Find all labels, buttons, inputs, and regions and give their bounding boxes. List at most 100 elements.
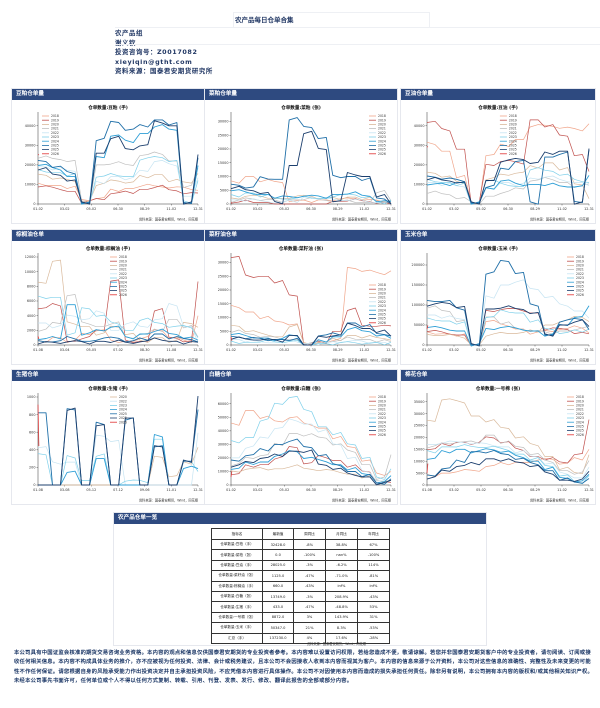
legend-label: 2021	[51, 127, 59, 131]
x-tick-label: 12-31	[584, 348, 594, 352]
y-tick-label: 10000	[218, 316, 229, 320]
meta-team: 农产品组	[115, 29, 143, 37]
y-tick-label: 60000	[218, 402, 229, 406]
legend-label: 2022	[119, 399, 127, 403]
chart-live-hog: 仓单数量:生猪 (手) 0 200 400 600 800 1000 01-08 03-08 05…	[27, 385, 203, 503]
value-cell: 433.0	[262, 601, 294, 613]
legend-label: 2025	[378, 313, 386, 317]
panel-title: 菜粕仓单量	[205, 89, 397, 100]
y-tick-label: 400	[29, 448, 35, 452]
x-tick-label: 09-06	[140, 488, 150, 492]
legend-label: 2019	[509, 118, 517, 122]
legend-label: 2026	[51, 152, 59, 156]
value-cell: 8872.0	[262, 611, 294, 624]
legend-label: 2023	[576, 416, 584, 420]
x-tick-label: 05-02	[86, 207, 96, 211]
legend-label: 2025	[378, 148, 386, 152]
y-tick-label: 25000	[218, 133, 229, 137]
legend-label: 2018	[51, 114, 59, 118]
meta-email[interactable]: xieyiqin@gtht.com	[115, 57, 193, 66]
x-tick-label: 05-02	[476, 207, 486, 211]
panel-summary-table: 农产品仓单一览 指标名 最新值 周同比 月同比 年同比 仓单数量:豆粕（手） 32…	[113, 512, 487, 646]
value-cell: -100%	[293, 549, 326, 561]
x-tick-label: 03-02	[449, 488, 459, 492]
y-tick-label: 15000	[414, 448, 425, 452]
source-note: 资料来源：国泰君安期货，Wind，同花顺	[139, 358, 199, 363]
y-tick-label: 0	[226, 343, 228, 347]
table-row: 汇总（手） 137230.0 4% 17.6% -28%	[211, 632, 390, 644]
x-tick-label: 01-02	[226, 488, 236, 492]
chart-title: 仓单数量:菜籽油 (张)	[279, 245, 323, 252]
legend-label: 2025	[51, 144, 59, 148]
series-line-2025	[230, 117, 392, 205]
series-line-2024	[37, 304, 199, 341]
table-source-note: 资料来源：国泰君安期货，Wind，同花顺	[306, 642, 366, 646]
indicator-name-cell: 仓单数量:一号棉（张）	[211, 611, 263, 624]
x-tick-label: 05-05	[86, 348, 96, 352]
series-line-2025	[37, 119, 199, 205]
legend-label: 2025	[509, 148, 517, 152]
y-tick-label: 15000	[218, 161, 229, 165]
y-tick-label: 6000	[27, 299, 36, 303]
chart-corn: 仓单数量:玉米 (手) 0 50000 100000 150000 200000 01-02…	[412, 245, 594, 363]
panel-title: 农产品仓单一览	[114, 513, 486, 524]
legend-label: 2021	[378, 408, 386, 412]
value-cell: -3%	[293, 590, 326, 603]
legend-label: 2020	[119, 264, 127, 268]
panel-title: 白糖仓单	[205, 370, 397, 381]
y-tick-label: 0	[422, 343, 424, 347]
series-line-2025b	[230, 130, 392, 205]
legend-label: 2021	[576, 408, 584, 412]
legend-label: 2025	[119, 416, 127, 420]
series-line-2021	[37, 151, 199, 204]
x-tick-label: 11-02	[557, 207, 567, 211]
legend-label: 2025	[119, 412, 127, 416]
series-line-2024	[37, 124, 199, 205]
panel-rapeseed-oil: 菜籽油仓单 仓单数量:菜籽油 (张) 0 5000 10000 15000 20000 25…	[204, 229, 398, 365]
chart-sugar: 仓单数量:白糖 (张) 0 10000 20000 30000 40000 50000 600…	[218, 385, 396, 503]
source-note: 资料来源：国泰君安期货，Wind，同花顺	[530, 498, 590, 503]
indicator-name-cell: 仓单数量:菜粕（张）	[211, 549, 263, 561]
value-cell: 32428.0	[262, 538, 294, 551]
legend-label: 2021	[378, 127, 386, 131]
series-line-2026	[426, 146, 429, 148]
y-tick-label: 600	[29, 430, 35, 434]
source-note: 资料来源：国泰君安期货，Wind，同花顺	[139, 217, 199, 222]
x-tick-label: 08-30	[140, 348, 150, 352]
legend-label: 2022	[576, 412, 584, 416]
legend-label: 2024	[378, 420, 386, 424]
legend-label: 2019	[119, 259, 127, 263]
x-tick-label: 07-12	[113, 488, 123, 492]
x-tick-label: 01-02	[422, 348, 432, 352]
legend-label: 2024	[576, 280, 584, 284]
legend-label: 2024	[509, 139, 517, 143]
panel-title: 棉花仓单	[401, 370, 595, 381]
source-note: 资料来源：国泰君安期货，Wind，同花顺	[530, 358, 590, 363]
x-tick-label: 08-29	[333, 488, 343, 492]
series-line-2025b	[230, 449, 392, 486]
legend-label: 2026	[119, 293, 127, 297]
series-line-2021	[426, 305, 590, 347]
legend-label: 2026	[378, 433, 386, 437]
table-row: 仓单数量:棕榈油（手） 660.0 -43% inf% inf%	[211, 580, 390, 592]
x-tick-label: 12-31	[193, 207, 203, 211]
legend-label: 2019	[378, 118, 386, 122]
series-line-2026	[37, 154, 40, 156]
legend-label: 2023	[378, 304, 386, 308]
series-line-2021	[37, 294, 199, 339]
x-tick-label: 06-30	[503, 207, 513, 211]
series-line-2025	[426, 149, 590, 205]
legend-label: 2025	[378, 144, 386, 148]
series-line-2025	[230, 438, 392, 485]
value-cell: 660.0	[262, 580, 294, 592]
legend-label: 2025	[119, 289, 127, 293]
series-line-2024	[230, 450, 392, 484]
legend-label: 2024	[576, 420, 584, 424]
y-tick-label: 10000	[414, 183, 425, 187]
legend-label: 2025	[378, 429, 386, 433]
panel-sugar: 白糖仓单 仓单数量:白糖 (张) 0 10000 20000 30000 40000 500…	[204, 369, 398, 505]
series-line-2026	[37, 336, 40, 340]
y-tick-label: 20000	[218, 147, 229, 151]
table-row: 仓单数量:生猪（手） 433.0 -47% -48.8% 53%	[211, 601, 390, 613]
value-cell: -81%	[357, 570, 390, 582]
